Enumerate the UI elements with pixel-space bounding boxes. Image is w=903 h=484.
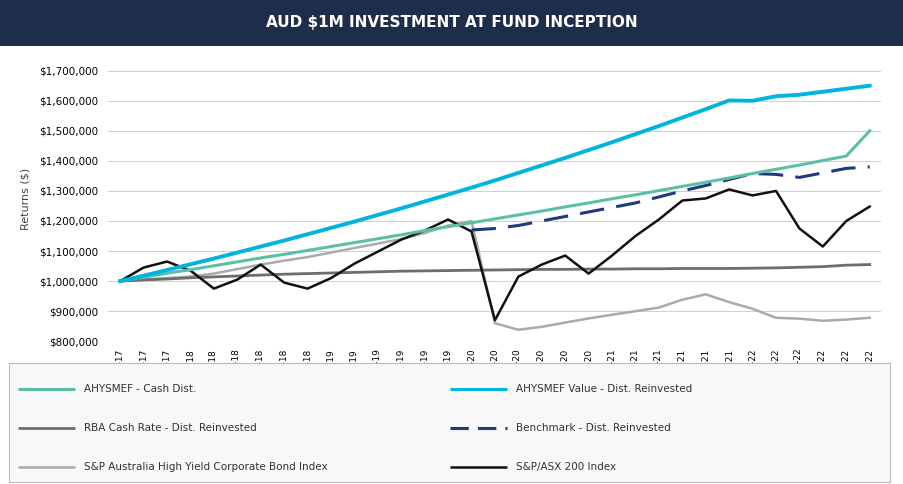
Text: AUD $1M INVESTMENT AT FUND INCEPTION: AUD $1M INVESTMENT AT FUND INCEPTION: [265, 15, 638, 30]
Y-axis label: Returns ($): Returns ($): [21, 167, 31, 229]
Text: RBA Cash Rate - Dist. Reinvested: RBA Cash Rate - Dist. Reinvested: [84, 423, 256, 433]
Text: S&P/ASX 200 Index: S&P/ASX 200 Index: [516, 462, 615, 472]
Text: AHYSMEF Value - Dist. Reinvested: AHYSMEF Value - Dist. Reinvested: [516, 384, 692, 394]
Text: S&P Australia High Yield Corporate Bond Index: S&P Australia High Yield Corporate Bond …: [84, 462, 327, 472]
Text: Benchmark - Dist. Reinvested: Benchmark - Dist. Reinvested: [516, 423, 670, 433]
Text: AHYSMEF - Cash Dist.: AHYSMEF - Cash Dist.: [84, 384, 196, 394]
